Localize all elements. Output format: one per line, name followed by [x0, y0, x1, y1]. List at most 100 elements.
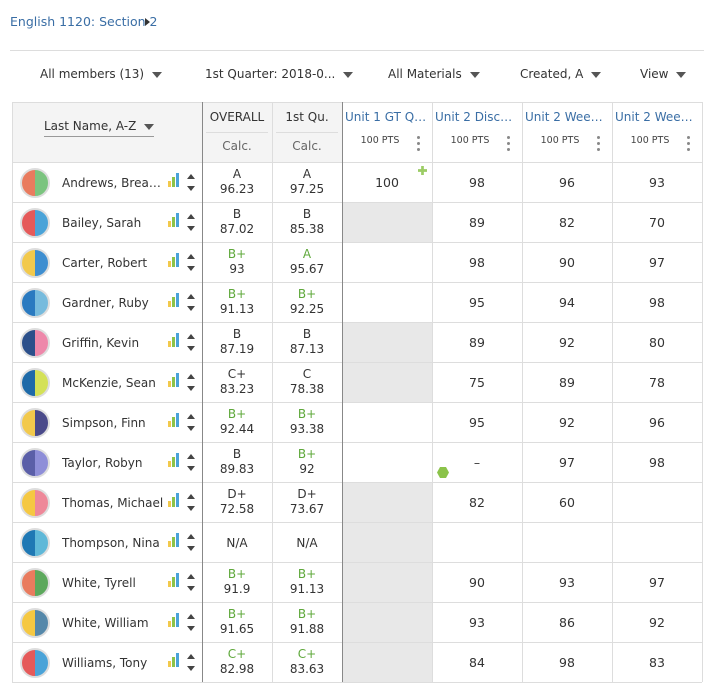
score-cell[interactable]: 92 — [649, 615, 665, 630]
scroll-down[interactable] — [187, 426, 195, 431]
score-cell[interactable]: 97 — [649, 255, 665, 270]
filter-dropdown[interactable]: All members (13) — [40, 67, 163, 81]
score-cell[interactable]: 70 — [649, 215, 665, 230]
scroll-up[interactable] — [187, 174, 195, 179]
score-cell[interactable]: 60 — [559, 495, 575, 510]
score-cell[interactable]: 98 — [649, 295, 665, 310]
scroll-up[interactable] — [187, 294, 195, 299]
score-cell[interactable]: 82 — [559, 215, 575, 230]
student-name[interactable]: Taylor, Robyn — [62, 456, 143, 470]
score-cell[interactable]: 84 — [469, 655, 485, 670]
scroll-up[interactable] — [187, 374, 195, 379]
student-name[interactable]: Andrews, Breanna — [62, 176, 166, 190]
score-cell[interactable]: 78 — [649, 375, 665, 390]
column-title[interactable]: Unit 2 Week 2 — [525, 110, 610, 124]
scroll-down[interactable] — [187, 346, 195, 351]
scroll-up[interactable] — [187, 494, 195, 499]
score-cell[interactable]: 95 — [469, 415, 485, 430]
column-title[interactable]: Unit 2 Week 1 — [615, 110, 700, 124]
student-name[interactable]: Gardner, Ruby — [62, 296, 149, 310]
score-cell[interactable]: 93 — [559, 575, 575, 590]
student-name[interactable]: Thompson, Nina — [62, 536, 160, 550]
filter-dropdown[interactable]: 1st Quarter: 2018-0... — [205, 67, 354, 81]
scroll-down[interactable] — [187, 506, 195, 511]
score-cell[interactable]: 82 — [469, 495, 485, 510]
column-title[interactable]: 1st Qu. — [285, 110, 329, 124]
score-cell[interactable]: 86 — [559, 615, 575, 630]
column-title[interactable]: Unit 2 Discus... — [435, 110, 522, 124]
row-line — [12, 282, 702, 283]
menu-dot — [417, 142, 420, 145]
student-name[interactable]: Simpson, Finn — [62, 416, 146, 430]
scroll-up[interactable] — [187, 414, 195, 419]
filter-dropdown[interactable]: View — [640, 67, 687, 81]
score-cell[interactable]: 98 — [469, 255, 485, 270]
column-menu[interactable] — [687, 136, 691, 152]
score-cell[interactable]: 89 — [469, 335, 485, 350]
points: 100 PTS — [450, 135, 490, 146]
column-menu[interactable] — [597, 136, 601, 152]
dropdown-caret — [591, 71, 602, 78]
score-cell[interactable]: 83 — [649, 655, 665, 670]
score-cell[interactable]: 97 — [649, 575, 665, 590]
scroll-up[interactable] — [187, 214, 195, 219]
scroll-up[interactable] — [187, 574, 195, 579]
column-title[interactable]: OVERALL — [209, 110, 265, 124]
scroll-down[interactable] — [187, 186, 195, 191]
score-cell[interactable]: 97 — [559, 455, 575, 470]
bar-icon-part — [176, 453, 179, 467]
score-cell[interactable]: 96 — [559, 175, 575, 190]
student-name[interactable]: White, William — [62, 616, 149, 630]
student-name[interactable]: Thomas, Michael — [62, 496, 164, 510]
score-cell[interactable]: 98 — [559, 655, 575, 670]
score-cell[interactable]: 93 — [469, 615, 485, 630]
bar-icon-part — [176, 573, 179, 587]
scroll-up[interactable] — [187, 334, 195, 339]
score-cell[interactable]: 95 — [469, 295, 485, 310]
score-cell[interactable]: 89 — [469, 215, 485, 230]
column-menu[interactable] — [507, 136, 511, 152]
score-cell[interactable]: 90 — [559, 255, 575, 270]
score-cell[interactable]: 92 — [559, 415, 575, 430]
score-cell[interactable]: 96 — [649, 415, 665, 430]
scroll-up[interactable] — [187, 454, 195, 459]
student-name[interactable]: McKenzie, Sean — [62, 376, 156, 390]
student-name[interactable]: Carter, Robert — [62, 256, 148, 270]
scroll-up[interactable] — [187, 654, 195, 659]
scroll-up[interactable] — [187, 534, 195, 539]
scroll-down[interactable] — [187, 306, 195, 311]
scroll-down[interactable] — [187, 546, 195, 551]
score-cell[interactable]: 80 — [649, 335, 665, 350]
score-cell[interactable]: 94 — [559, 295, 575, 310]
student-name[interactable]: White, Tyrell — [62, 576, 136, 590]
grade-letter: B — [302, 207, 312, 221]
scroll-down[interactable] — [187, 386, 195, 391]
column-menu[interactable] — [417, 136, 421, 152]
column-title[interactable]: Unit 1 GT Quiz — [345, 110, 432, 124]
student-name[interactable]: Williams, Tony — [62, 656, 148, 670]
sort-dropdown[interactable]: Last Name, A-Z — [44, 119, 155, 137]
score-cell[interactable]: 75 — [469, 375, 485, 390]
course-link[interactable]: English 1120: Section 2 — [10, 14, 158, 29]
scroll-down[interactable] — [187, 626, 195, 631]
scroll-up[interactable] — [187, 254, 195, 259]
grade-score: 83.63 — [289, 662, 325, 676]
scroll-down[interactable] — [187, 466, 195, 471]
grade-letter: B — [232, 207, 242, 221]
filter-dropdown[interactable]: All Materials — [388, 67, 480, 81]
score-cell[interactable]: 92 — [559, 335, 575, 350]
score-cell[interactable]: 98 — [649, 455, 665, 470]
scroll-down[interactable] — [187, 586, 195, 591]
score-cell[interactable]: 93 — [649, 175, 665, 190]
scroll-down[interactable] — [187, 666, 195, 671]
filter-dropdown[interactable]: Created, A — [520, 67, 602, 81]
student-name[interactable]: Bailey, Sarah — [62, 216, 142, 230]
student-name[interactable]: Griffin, Kevin — [62, 336, 140, 350]
scroll-down[interactable] — [187, 226, 195, 231]
scroll-up[interactable] — [187, 614, 195, 619]
scroll-down[interactable] — [187, 266, 195, 271]
score-cell[interactable]: 90 — [469, 575, 485, 590]
score-cell[interactable]: 98 — [469, 175, 485, 190]
score-cell[interactable]: 89 — [559, 375, 575, 390]
score-cell[interactable]: 100 — [375, 175, 399, 190]
